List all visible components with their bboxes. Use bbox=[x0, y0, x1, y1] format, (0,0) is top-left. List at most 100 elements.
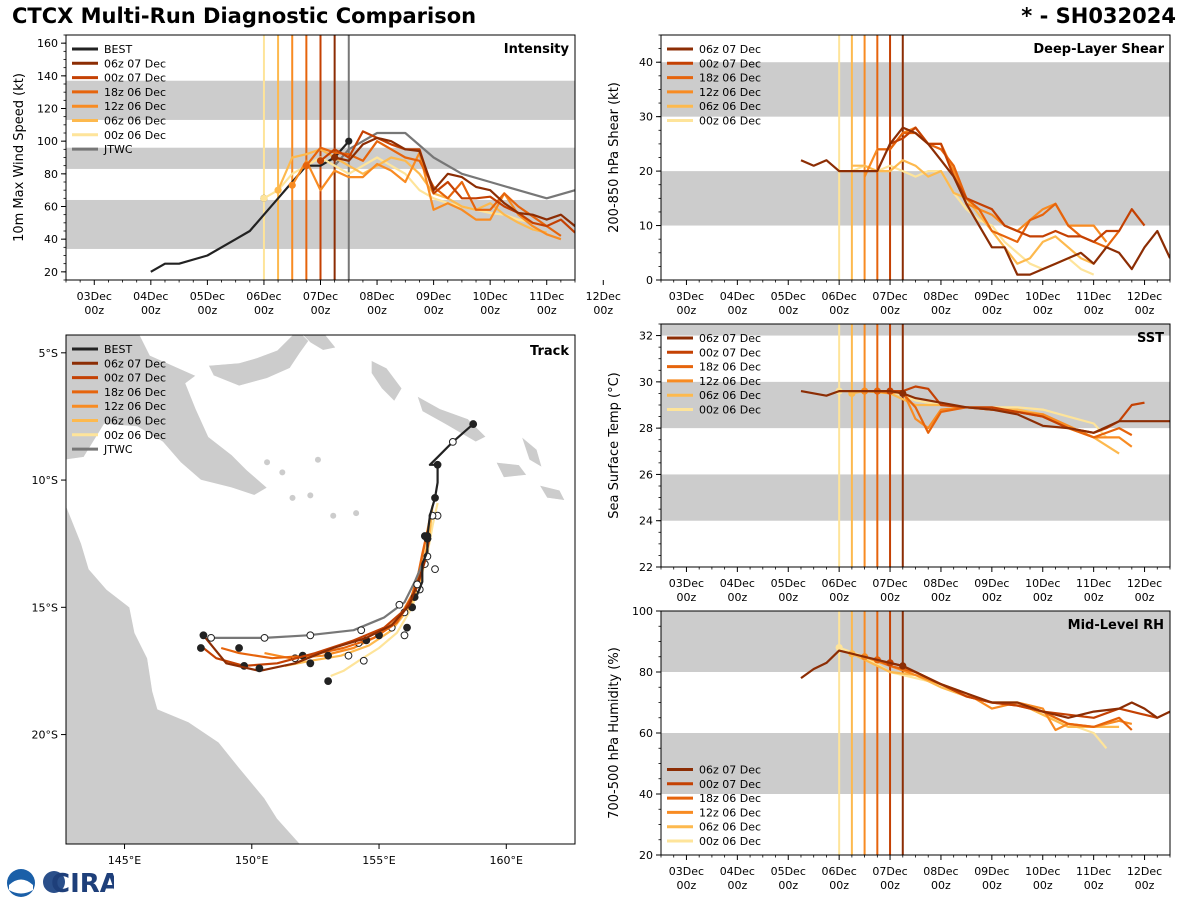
shear-xtick-label: 00z bbox=[727, 304, 747, 317]
sst-ytick-label: 26 bbox=[639, 468, 653, 481]
track-ytick-label: 20°S bbox=[32, 729, 58, 742]
intensity-ytick-label: 60 bbox=[44, 201, 58, 214]
track-track-line bbox=[416, 423, 474, 596]
intensity-ytick-label: 40 bbox=[44, 233, 58, 246]
intensity-legend-label: 00z 06 Dec bbox=[104, 129, 166, 142]
sst-xtick-label: 00z bbox=[778, 591, 798, 604]
intensity-xtick-label: 00z bbox=[537, 304, 557, 317]
intensity-xtick-label: 04Dec bbox=[133, 290, 168, 303]
rh-band bbox=[661, 733, 1170, 794]
rh-ytick-label: 60 bbox=[639, 727, 653, 740]
sst-legend-label: 06z 07 Dec bbox=[699, 332, 761, 345]
sst-ytick-label: 28 bbox=[639, 422, 653, 435]
sst-xtick-label: 04Dec bbox=[720, 577, 755, 590]
sst-band bbox=[661, 324, 1170, 336]
track-legend-label: JTWC bbox=[103, 443, 133, 456]
shear-legend-label: 06z 07 Dec bbox=[699, 43, 761, 56]
rh-legend-label: 06z 06 Dec bbox=[699, 821, 761, 834]
intensity-ylabel: 10m Max Wind Speed (kt) bbox=[12, 73, 27, 242]
intensity-ytick-label: 160 bbox=[37, 37, 58, 50]
intensity-xtick-label: 00z bbox=[254, 304, 274, 317]
sst-plot-area bbox=[661, 324, 1170, 567]
sst-legend-label: 00z 07 Dec bbox=[699, 346, 761, 359]
rh-xtick-label: 10Dec bbox=[1025, 865, 1060, 878]
intensity-series-line bbox=[263, 156, 547, 228]
shear-title: Deep-Layer Shear bbox=[1033, 42, 1164, 57]
rh-xtick-label: 00z bbox=[982, 879, 1002, 892]
shear-ytick-label: 20 bbox=[639, 165, 653, 178]
shear-legend-label: 12z 06 Dec bbox=[699, 86, 761, 99]
track-track-point bbox=[359, 656, 368, 665]
intensity-series-marker bbox=[345, 137, 353, 145]
shear-xtick-label: 00z bbox=[778, 304, 798, 317]
sst-xtick-label: 00z bbox=[677, 591, 697, 604]
cira-logo: CIRA bbox=[4, 866, 120, 899]
intensity-title: Intensity bbox=[504, 42, 570, 57]
shear-xtick-label: 12Dec bbox=[1127, 290, 1162, 303]
intensity-xtick-label: 00z bbox=[480, 304, 500, 317]
track-frame bbox=[65, 334, 576, 845]
shear-legend-label: 00z 07 Dec bbox=[699, 57, 761, 70]
rh-xtick-label: 11Dec bbox=[1076, 865, 1111, 878]
intensity-xtick-label: 00z bbox=[593, 304, 613, 317]
shear-xtick-label: 00z bbox=[677, 304, 697, 317]
rh-xtick-label: 08Dec bbox=[923, 865, 958, 878]
shear-xtick-label: 05Dec bbox=[771, 290, 806, 303]
rh-xtick-label: 12Dec bbox=[1127, 865, 1162, 878]
track-track-point bbox=[235, 644, 243, 652]
intensity-series-marker bbox=[274, 186, 282, 194]
rh-title: Mid-Level RH bbox=[1068, 618, 1164, 633]
intensity-series-line bbox=[150, 140, 350, 273]
small-island bbox=[307, 492, 314, 499]
sst-band bbox=[661, 474, 1170, 521]
track-xtick-label: 160°E bbox=[490, 854, 523, 867]
track-legend-label: 12z 06 Dec bbox=[104, 400, 166, 413]
storm-id: * - SH032024 bbox=[1021, 4, 1176, 28]
shear-xtick-label: 07Dec bbox=[872, 290, 907, 303]
track-track-point bbox=[433, 460, 442, 469]
guadalcanal-land bbox=[495, 461, 528, 478]
shear-ylabel: 200-850 hPa Shear (kt) bbox=[607, 82, 622, 233]
sst-ylabel: Sea Surface Temp (°C) bbox=[607, 372, 622, 519]
rh-ylabel: 700-500 hPa Humidity (%) bbox=[607, 647, 622, 819]
track-track-point bbox=[255, 664, 264, 673]
sst-ytick-label: 32 bbox=[639, 330, 653, 343]
intensity-series-line bbox=[305, 140, 562, 237]
intensity-xtick-label: 00z bbox=[367, 304, 387, 317]
intensity-series-marker bbox=[302, 162, 310, 170]
track-track-point bbox=[199, 631, 208, 640]
track-legend-label: 18z 06 Dec bbox=[104, 386, 166, 399]
shear-xtick-label: 08Dec bbox=[923, 290, 958, 303]
intensity-xtick-label: 10Dec bbox=[473, 290, 508, 303]
sst-ytick-label: 24 bbox=[639, 515, 653, 528]
shear-xtick-label: 00z bbox=[1084, 304, 1104, 317]
sst-xtick-label: 00z bbox=[931, 591, 951, 604]
intensity-ytick-label: 80 bbox=[44, 168, 58, 181]
sst-legend-label: 06z 06 Dec bbox=[699, 389, 761, 402]
intensity-legend-label: 12z 06 Dec bbox=[104, 100, 166, 113]
rh-xtick-label: 06Dec bbox=[822, 865, 857, 878]
shear-xtick-label: 00z bbox=[982, 304, 1002, 317]
sst-xtick-label: 09Dec bbox=[974, 577, 1009, 590]
sst-xtick-label: 00z bbox=[1135, 591, 1155, 604]
sst-ytick-label: 22 bbox=[639, 561, 653, 574]
rh-xtick-label: 00z bbox=[931, 879, 951, 892]
bougainville-land bbox=[371, 360, 403, 402]
sst-ytick-label: 30 bbox=[639, 376, 653, 389]
sst-xtick-label: 00z bbox=[982, 591, 1002, 604]
shear-ytick-label: 30 bbox=[639, 111, 653, 124]
track-track-point bbox=[324, 677, 333, 686]
track-track-point bbox=[260, 633, 269, 642]
track-track-point bbox=[403, 623, 411, 632]
sst-xtick-label: 12Dec bbox=[1127, 577, 1162, 590]
intensity-legend-label: 06z 06 Dec bbox=[104, 115, 166, 128]
intensity-xtick-label: 05Dec bbox=[190, 290, 225, 303]
cira-logo-text: CIRA bbox=[51, 869, 114, 898]
intensity-legend-label: 18z 06 Dec bbox=[104, 86, 166, 99]
intensity-xtick-label: 00z bbox=[424, 304, 444, 317]
shear-legend-label: 00z 06 Dec bbox=[699, 115, 761, 128]
track-track-point bbox=[207, 633, 215, 642]
intensity-legend-label: 00z 07 Dec bbox=[104, 72, 166, 85]
track-track-line bbox=[202, 550, 429, 673]
sst-xtick-label: 00z bbox=[1033, 591, 1053, 604]
